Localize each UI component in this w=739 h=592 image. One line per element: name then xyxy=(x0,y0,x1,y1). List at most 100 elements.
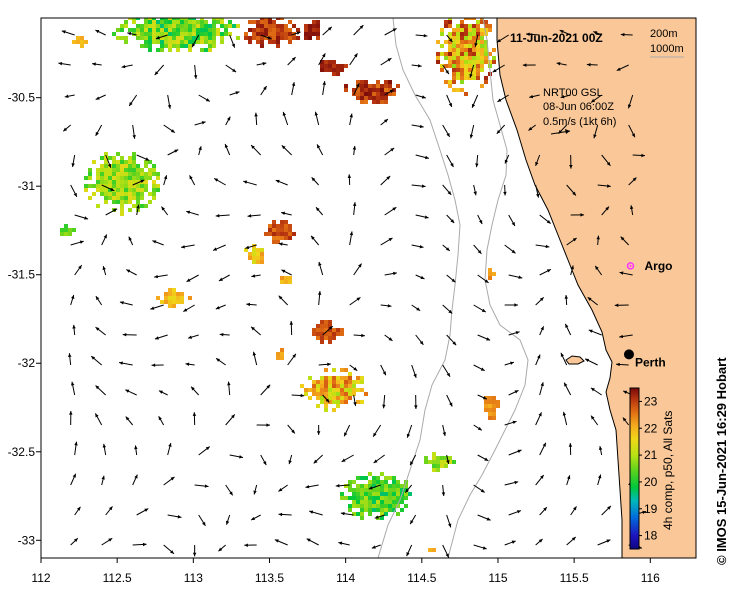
sst-pixel xyxy=(328,64,332,68)
current-arrow xyxy=(318,261,324,276)
sst-pixel xyxy=(136,18,140,20)
sst-pixel xyxy=(324,380,328,384)
colorbar-band xyxy=(630,486,639,488)
sst-pixel xyxy=(164,32,168,36)
sst-pixel xyxy=(356,504,360,508)
sst-pixel xyxy=(472,56,476,60)
sst-pixel xyxy=(272,232,276,236)
current-arrow xyxy=(446,154,454,168)
sst-pixel xyxy=(364,92,368,96)
sst-pixel xyxy=(364,100,368,104)
sst-pixel xyxy=(424,460,428,464)
sst-pixel xyxy=(276,36,280,40)
sst-pixel xyxy=(112,184,116,188)
current-arrow xyxy=(477,394,488,400)
current-arrow xyxy=(406,544,413,557)
sst-pixel xyxy=(88,176,92,180)
sst-pixel xyxy=(336,64,340,68)
sst-pixel xyxy=(376,480,380,484)
sst-pixel xyxy=(352,504,356,508)
current-arrow xyxy=(155,34,168,40)
sst-pixel xyxy=(324,388,328,392)
sst-pixel xyxy=(464,72,468,76)
sst-pixel xyxy=(312,388,316,392)
current-arrow xyxy=(380,57,392,66)
sst-pixel xyxy=(380,516,384,520)
sst-pixel xyxy=(260,32,264,36)
sst-pixel xyxy=(380,492,384,496)
colorbar-band xyxy=(630,465,639,467)
current-arrow xyxy=(584,358,598,366)
sst-pixel xyxy=(180,40,184,44)
sst-pixel xyxy=(72,228,76,232)
sst-pixel xyxy=(468,52,472,56)
sst-pixel xyxy=(172,304,176,308)
current-arrow xyxy=(341,454,354,463)
current-arrow xyxy=(620,236,630,246)
sst-pixel xyxy=(344,384,348,388)
colorbar-band xyxy=(630,424,639,426)
sst-pixel xyxy=(96,168,100,172)
sst-pixel xyxy=(108,156,112,160)
sst-pixel xyxy=(88,184,92,188)
sst-pixel xyxy=(468,28,472,32)
colorbar-band xyxy=(630,508,639,510)
sst-pixel xyxy=(484,76,488,80)
sst-pixel xyxy=(324,400,328,404)
sst-pixel xyxy=(372,84,376,88)
sst-pixel xyxy=(276,40,280,44)
current-arrow xyxy=(278,512,292,517)
sst-pixel xyxy=(268,40,272,44)
sst-pixel xyxy=(492,408,496,412)
sst-pixel xyxy=(360,492,364,496)
sst-pixel xyxy=(100,168,104,172)
sst-pixel xyxy=(464,8,468,12)
sst-pixel xyxy=(480,44,484,48)
sst-pixel xyxy=(188,24,192,28)
current-arrow xyxy=(132,542,147,547)
sst-pixel xyxy=(276,356,280,360)
colorbar-band xyxy=(630,521,639,523)
sst-pixel xyxy=(340,376,344,380)
sst-pixel xyxy=(432,452,436,456)
sst-pixel xyxy=(168,40,172,44)
sst-pixel xyxy=(120,160,124,164)
x-tick-label: 115 xyxy=(488,571,507,585)
sst-pixel xyxy=(372,504,376,508)
current-arrow xyxy=(446,394,453,407)
current-arrow xyxy=(353,263,362,276)
sst-pixel xyxy=(384,488,388,492)
colorbar-band xyxy=(630,527,639,529)
sst-pixel xyxy=(128,180,132,184)
sst-pixel xyxy=(460,24,464,28)
current-arrow xyxy=(291,393,305,398)
current-arrow xyxy=(384,206,397,216)
sst-pixel xyxy=(464,64,468,68)
sst-pixel xyxy=(204,36,208,40)
sst-pixel xyxy=(396,480,400,484)
current-arrow xyxy=(225,514,231,525)
sst-pixel xyxy=(184,36,188,40)
sst-pixel xyxy=(144,20,148,24)
sst-pixel xyxy=(140,28,144,32)
sst-pixel xyxy=(380,500,384,504)
isobath-200m xyxy=(447,18,529,558)
sst-pixel xyxy=(156,40,160,44)
sst-pixel xyxy=(344,388,348,392)
colorbar-band xyxy=(630,511,639,513)
current-arrow xyxy=(90,355,102,366)
sst-pixel xyxy=(116,172,120,176)
sst-pixel xyxy=(244,248,248,252)
sst-pixel xyxy=(312,332,316,336)
colorbar-band xyxy=(630,525,639,527)
sst-pixel xyxy=(280,228,284,232)
current-arrow xyxy=(305,484,319,489)
current-arrow xyxy=(535,354,541,366)
current-arrow xyxy=(314,111,320,126)
sst-pixel xyxy=(360,376,364,380)
y-axis: -30.5-31-31.5-32-32.5-33 xyxy=(8,91,41,547)
colorbar-band xyxy=(630,530,639,532)
sst-pixel xyxy=(360,500,364,504)
sst-pixel xyxy=(384,496,388,500)
sst-pixel xyxy=(376,504,380,508)
